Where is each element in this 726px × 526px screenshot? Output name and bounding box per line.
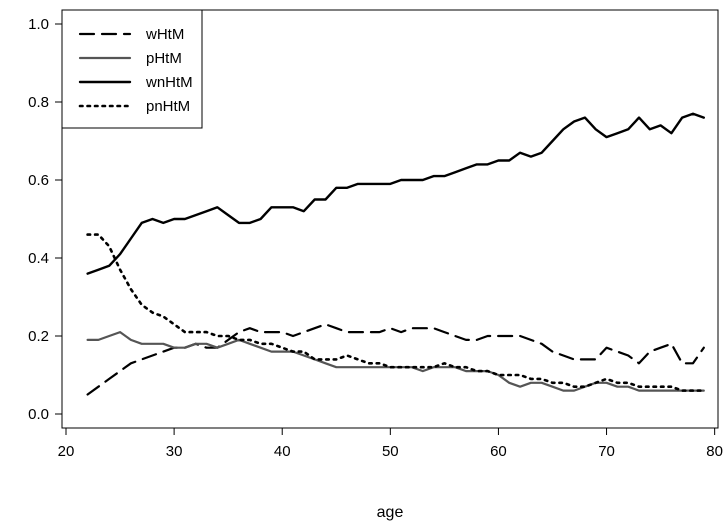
x-tick-label: 30	[166, 443, 183, 460]
series-line-pnHtM	[86, 233, 706, 392]
y-tick-label: 0.8	[28, 94, 49, 111]
x-axis-title: age	[377, 504, 404, 521]
y-tick-label: 0.4	[28, 250, 49, 267]
legend: wHtM pHtM wnHtM pnHtM	[61, 9, 203, 129]
legend-label-wHtM: wHtM	[145, 26, 184, 43]
x-tick-label: 20	[58, 443, 75, 460]
x-tick-label: 60	[490, 443, 507, 460]
legend-box	[61, 9, 203, 129]
x-tick-label: 40	[274, 443, 291, 460]
y-tick-label: 0.2	[28, 328, 49, 345]
x-tick-label: 80	[706, 443, 723, 460]
y-tick-label: 1.0	[28, 16, 49, 33]
x-axis: 20 30 40 50 60 70 80	[58, 428, 723, 460]
x-tick-label: 50	[382, 443, 399, 460]
series-line-wnHtM	[86, 112, 705, 275]
legend-label-pnHtM: pnHtM	[146, 98, 190, 115]
legend-label-pHtM: pHtM	[146, 50, 182, 67]
x-tick-label: 70	[598, 443, 615, 460]
legend-label-wnHtM: wnHtM	[145, 74, 193, 91]
y-tick-label: 0.0	[28, 406, 49, 423]
series-line-pHtM	[86, 331, 705, 392]
series-layer	[86, 112, 706, 396]
y-tick-label: 0.6	[28, 172, 49, 189]
y-axis: 0.0 0.2 0.4 0.6 0.8 1.0	[28, 16, 62, 423]
